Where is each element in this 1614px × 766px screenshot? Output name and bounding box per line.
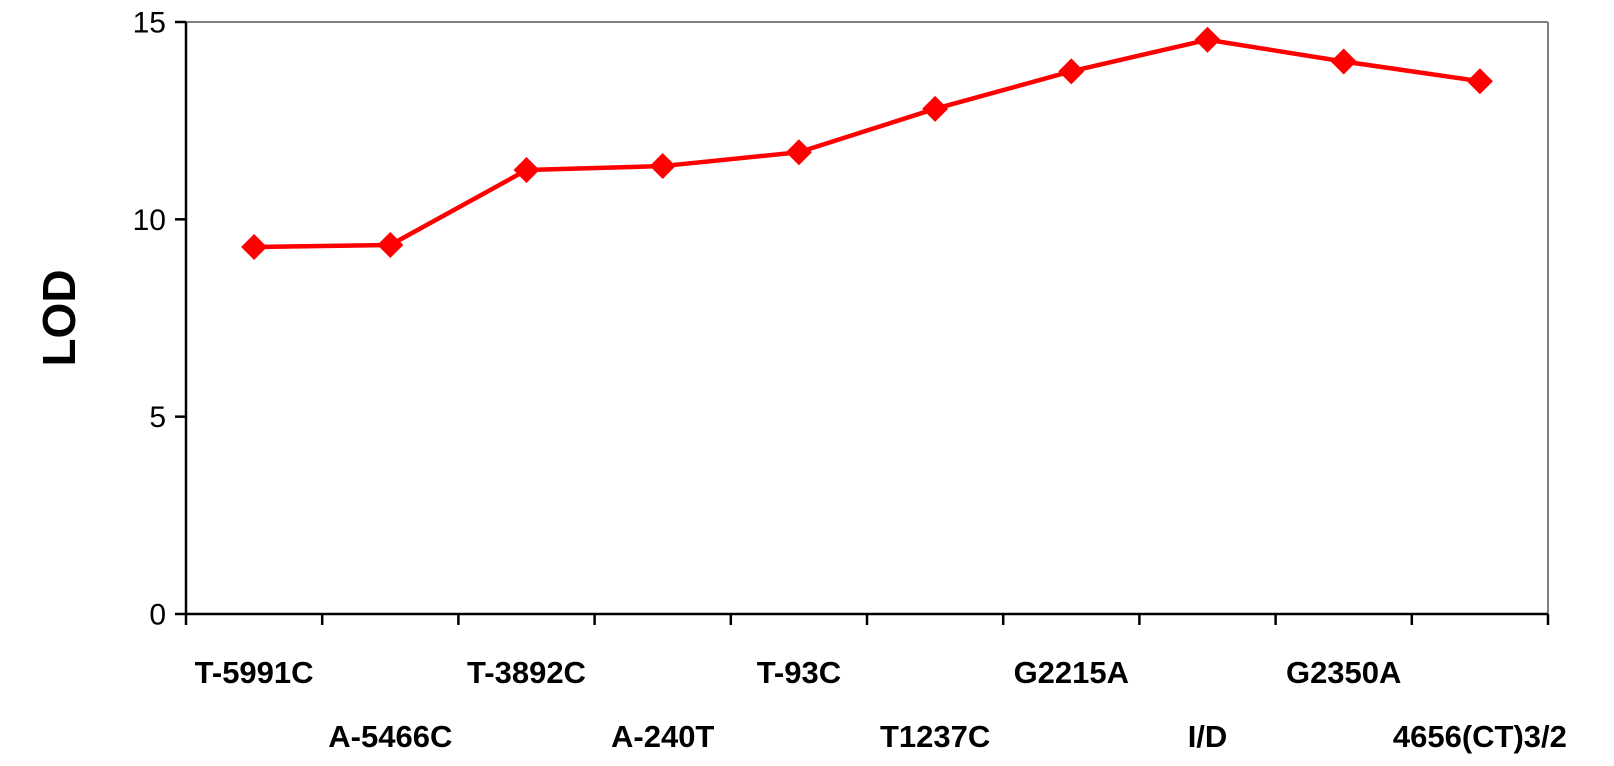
- data-point-marker: [1330, 48, 1357, 75]
- x-category-label: 4656(CT)3/2: [1393, 719, 1567, 754]
- x-category-label: G2215A: [1014, 655, 1129, 690]
- data-point-marker: [377, 231, 404, 258]
- x-category-label: T1237C: [880, 719, 990, 754]
- data-point-marker: [1058, 58, 1085, 85]
- data-point-marker: [241, 233, 268, 260]
- data-point-marker: [785, 139, 812, 166]
- x-category-label: G2350A: [1286, 655, 1401, 690]
- data-point-marker: [922, 95, 949, 122]
- x-axis-ticks: T-5991C A-5466C T-3892C A-240T T-93C T1237C G2…: [184, 614, 1567, 754]
- x-category-label: T-93C: [757, 655, 841, 690]
- x-category-label: A-5466C: [328, 719, 452, 754]
- y-tick-label: 15: [133, 7, 166, 40]
- y-tick-label: 10: [133, 204, 166, 237]
- data-point-marker: [1194, 26, 1221, 53]
- series-line: [254, 37, 1481, 250]
- y-axis-ticks: 0 5 10 15: [133, 7, 186, 632]
- y-tick-label: 0: [149, 599, 166, 632]
- y-tick-label: 5: [149, 401, 166, 434]
- data-point-marker: [513, 157, 540, 183]
- y-axis-title: LOD: [33, 269, 85, 366]
- plot-area: [186, 21, 1549, 614]
- data-point-marker: [1466, 68, 1493, 95]
- x-category-label: I/D: [1188, 719, 1228, 754]
- x-category-label: T-5991C: [195, 655, 314, 690]
- x-category-label: A-240T: [611, 719, 714, 754]
- x-category-label: T-3892C: [467, 655, 586, 690]
- series-layer: [241, 26, 1493, 260]
- data-point-marker: [649, 153, 676, 180]
